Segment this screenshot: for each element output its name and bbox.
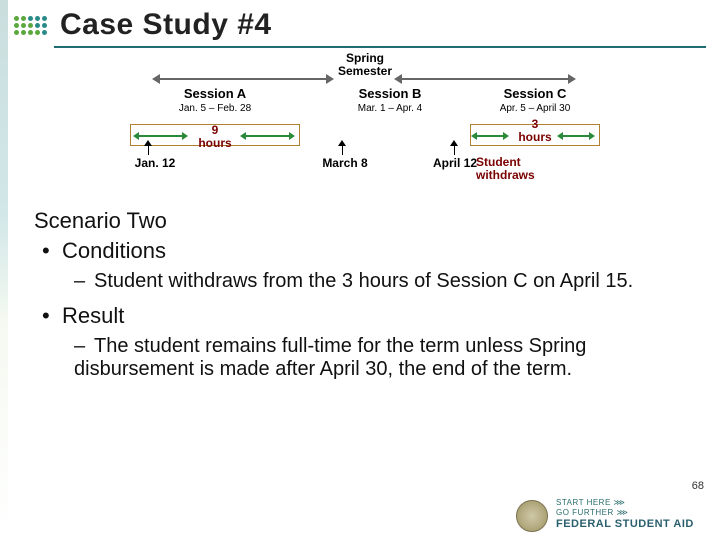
arrow-icon bbox=[138, 135, 183, 137]
list-item: •Conditions bbox=[42, 238, 692, 264]
slide-title: Case Study #4 bbox=[60, 8, 272, 42]
tick-icon bbox=[338, 145, 347, 155]
footer-brand: FEDERAL STUDENT AID bbox=[556, 518, 694, 530]
arrow-icon bbox=[245, 135, 290, 137]
slide: Case Study #4 Spring Semester Session AJ… bbox=[0, 0, 720, 540]
withdraw-label: Student withdraws bbox=[476, 156, 556, 182]
date-jan: Jan. 12 bbox=[120, 156, 190, 170]
body-list: •Conditions –Student withdraws from the … bbox=[34, 238, 692, 381]
semester-diagram: Spring Semester Session AJan. 5 – Feb. 2… bbox=[130, 52, 600, 192]
footer-logo: START HERE ⋙GO FURTHER ⋙ FEDERAL STUDENT… bbox=[516, 498, 706, 534]
semester-label: Spring Semester bbox=[130, 52, 600, 78]
tick-icon bbox=[144, 145, 153, 155]
slide-header: Case Study #4 bbox=[0, 0, 720, 56]
slide-body: Scenario Two •Conditions –Student withdr… bbox=[34, 208, 692, 391]
session-a-label: Session AJan. 5 – Feb. 28 bbox=[130, 86, 300, 114]
session-b-label: Session BMar. 1 – Apr. 4 bbox=[330, 86, 450, 114]
title-underline bbox=[54, 46, 706, 48]
scenario-heading: Scenario Two bbox=[34, 208, 692, 234]
list-item: •Result bbox=[42, 303, 692, 329]
session-c-dates: Apr. 5 – April 30 bbox=[470, 103, 600, 114]
session-a-dates: Jan. 5 – Feb. 28 bbox=[130, 103, 300, 114]
left-accent bbox=[0, 0, 8, 540]
logo-dots-icon bbox=[14, 14, 48, 48]
list-item: –The student remains full-time for the t… bbox=[74, 335, 692, 381]
semester-arrow-right bbox=[400, 78, 570, 80]
date-mar: March 8 bbox=[310, 156, 380, 170]
seal-icon bbox=[516, 500, 548, 532]
footer-tagline: START HERE ⋙GO FURTHER ⋙ bbox=[556, 498, 628, 519]
session-c-label: Session CApr. 5 – April 30 bbox=[470, 86, 600, 114]
list-item: –Student withdraws from the 3 hours of S… bbox=[74, 270, 692, 293]
session-a-hours: 9hours bbox=[190, 124, 240, 150]
semester-arrow-left bbox=[158, 78, 328, 80]
session-c-hours: 3hours bbox=[510, 118, 560, 144]
arrow-icon bbox=[476, 135, 504, 137]
tick-icon bbox=[450, 145, 459, 155]
session-b-dates: Mar. 1 – Apr. 4 bbox=[330, 103, 450, 114]
arrow-icon bbox=[562, 135, 590, 137]
page-number: 68 bbox=[692, 480, 704, 492]
